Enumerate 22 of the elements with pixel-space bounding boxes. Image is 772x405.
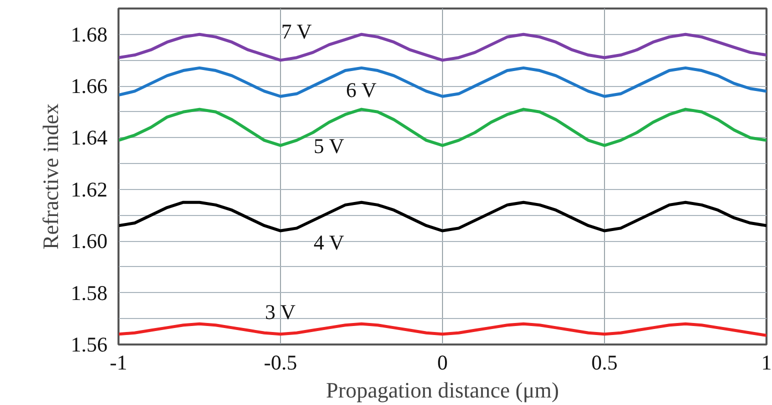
y-tick-label: 1.68 [70, 22, 108, 46]
line-series [118, 322, 766, 337]
series-label: 7 V [281, 20, 312, 44]
y-tick-label: 1.56 [70, 332, 108, 356]
line-series [118, 66, 766, 98]
y-axis-title: Refractive index [38, 103, 63, 250]
x-tick-label: 0.5 [591, 350, 618, 374]
series-label: 3 V [265, 300, 296, 324]
y-tick-label: 1.64 [70, 126, 108, 150]
y-tick-label: 1.58 [70, 280, 108, 305]
y-tick-label: 1.62 [70, 177, 108, 202]
series-label: 4 V [314, 230, 344, 255]
y-tick-label: 1.60 [70, 229, 108, 254]
series-label: 5 V [314, 134, 344, 158]
x-tick-label: -1 [110, 350, 128, 374]
x-tick-label: 1 [761, 350, 772, 374]
x-axis-title: Propagation distance (μm) [326, 378, 559, 402]
x-tick-label: 0 [437, 350, 448, 374]
y-tick-label: 1.66 [70, 74, 108, 98]
series-label: 6 V [346, 78, 377, 102]
x-tick-label: -0.5 [264, 350, 298, 374]
line-series [118, 200, 766, 232]
